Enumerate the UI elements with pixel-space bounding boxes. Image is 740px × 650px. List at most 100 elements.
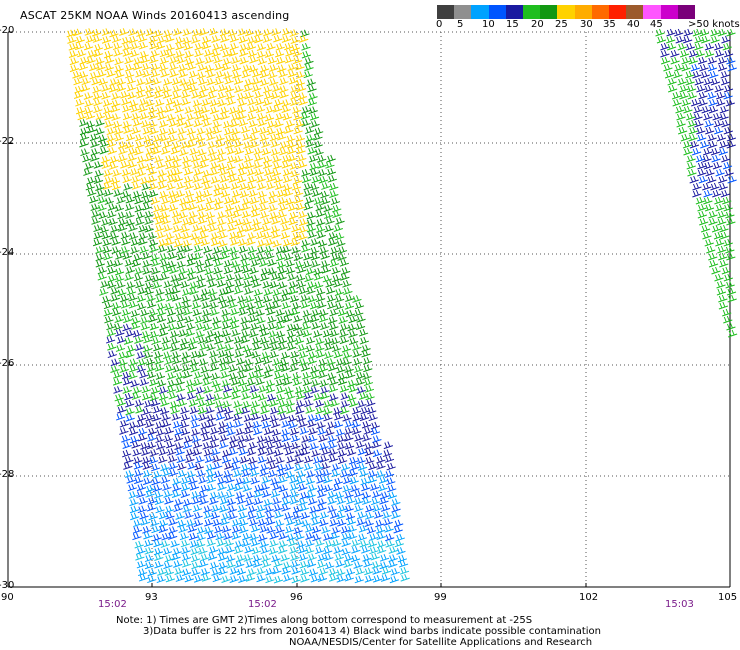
wind-barb [110, 358, 120, 367]
wind-barb [199, 231, 209, 240]
wind-barb [89, 63, 99, 72]
wind-barb [310, 252, 321, 261]
wind-barb [240, 259, 251, 268]
wind-barb [149, 127, 159, 135]
wind-barb [130, 309, 140, 318]
wind-barb [214, 385, 224, 393]
wind-barb [139, 50, 149, 59]
wind-barb [275, 456, 285, 465]
wind-barb [228, 512, 238, 520]
wind-barb [362, 357, 373, 365]
wind-barb [332, 407, 343, 415]
wind-barb [273, 34, 283, 43]
wind-barb [176, 260, 186, 269]
wind-barb [186, 62, 197, 71]
wind-barb [726, 252, 736, 261]
wind-barb [186, 127, 197, 136]
wind-barb [224, 350, 235, 359]
wind-barb [154, 364, 165, 372]
wind-barb [320, 197, 331, 205]
wind-barb [303, 202, 313, 211]
wind-barb [135, 280, 145, 289]
lat-label: -24 [0, 247, 15, 258]
wind-barb [262, 490, 272, 498]
note-line-3: NOAA/NESDIS/Center for Satellite Applica… [289, 637, 593, 648]
wind-barb [191, 490, 201, 499]
wind-barb [303, 392, 313, 400]
wind-barb [139, 245, 149, 254]
wind-barb [702, 147, 713, 156]
wind-barb [217, 162, 228, 171]
wind-barb [140, 308, 150, 317]
wind-barb [311, 309, 321, 317]
wind-barb [231, 519, 242, 527]
wind-barb [670, 56, 680, 65]
wind-barb [98, 134, 108, 143]
wind-barb [150, 253, 160, 262]
wind-barb [153, 29, 164, 38]
wind-barb [279, 413, 289, 421]
wind-barb [183, 308, 193, 316]
wind-barb [170, 337, 181, 345]
wind-barb [334, 295, 345, 303]
wind-barb [106, 259, 116, 268]
wind-barb [129, 99, 139, 108]
wind-barb [376, 455, 386, 464]
wind-barb [130, 379, 140, 388]
wind-barb [186, 392, 197, 401]
wind-barb [142, 407, 152, 416]
wind-barb [187, 140, 197, 148]
wind-barb [191, 36, 201, 44]
wind-barb [142, 526, 152, 534]
wind-barb [255, 231, 266, 240]
wind-barb [302, 378, 313, 387]
wind-barb [285, 119, 295, 128]
wind-barb [726, 140, 736, 149]
wind-barb [246, 238, 256, 246]
wind-barb [388, 546, 398, 554]
wind-barb [200, 365, 210, 374]
wind-barb [138, 433, 148, 442]
wind-barb [341, 344, 352, 353]
wind-barb [360, 406, 370, 415]
wind-barb [278, 281, 288, 290]
wind-barb [202, 315, 212, 324]
wind-barb [264, 302, 275, 311]
wind-barb [281, 420, 291, 428]
wind-barb [206, 343, 216, 352]
wind-barb [290, 43, 301, 52]
wind-barb [215, 70, 225, 79]
wind-barb [363, 427, 373, 435]
wind-barb [173, 28, 183, 36]
wind-barb [135, 343, 145, 351]
wind-barb [715, 91, 726, 100]
wind-barb [154, 357, 164, 365]
wind-barb [336, 497, 346, 505]
wind-barb [250, 209, 261, 218]
wind-barb [125, 211, 135, 219]
wind-barb [125, 203, 135, 212]
wind-barb [238, 301, 249, 310]
legend-swatch [471, 5, 489, 19]
wind-barb [132, 329, 143, 338]
wind-barb [231, 64, 242, 72]
wind-barb [128, 293, 138, 302]
wind-barb [184, 50, 194, 59]
wind-barb [128, 364, 139, 373]
wind-barb [302, 329, 313, 338]
wind-barb [385, 539, 395, 548]
wind-barb [231, 329, 241, 337]
wind-barb [167, 127, 178, 136]
wind-barb [241, 70, 252, 79]
wind-barb [189, 482, 200, 491]
wind-barb [230, 113, 241, 121]
wind-barb [159, 392, 169, 401]
wind-barb [292, 49, 303, 57]
wind-barb [157, 175, 167, 184]
wind-barb [721, 35, 731, 44]
wind-barb [274, 119, 284, 128]
wind-barb [154, 155, 164, 163]
wind-barb [186, 519, 196, 527]
wind-barb [159, 253, 169, 261]
